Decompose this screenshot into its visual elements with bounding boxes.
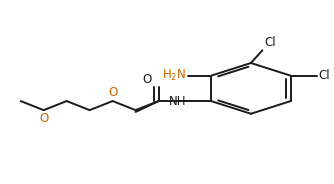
Text: H$_2$N: H$_2$N (162, 68, 186, 83)
Text: Cl: Cl (264, 36, 276, 49)
Text: O: O (39, 112, 48, 125)
Text: Cl: Cl (319, 69, 330, 82)
Text: NH: NH (169, 95, 186, 108)
Text: O: O (108, 86, 117, 99)
Text: O: O (143, 73, 152, 86)
